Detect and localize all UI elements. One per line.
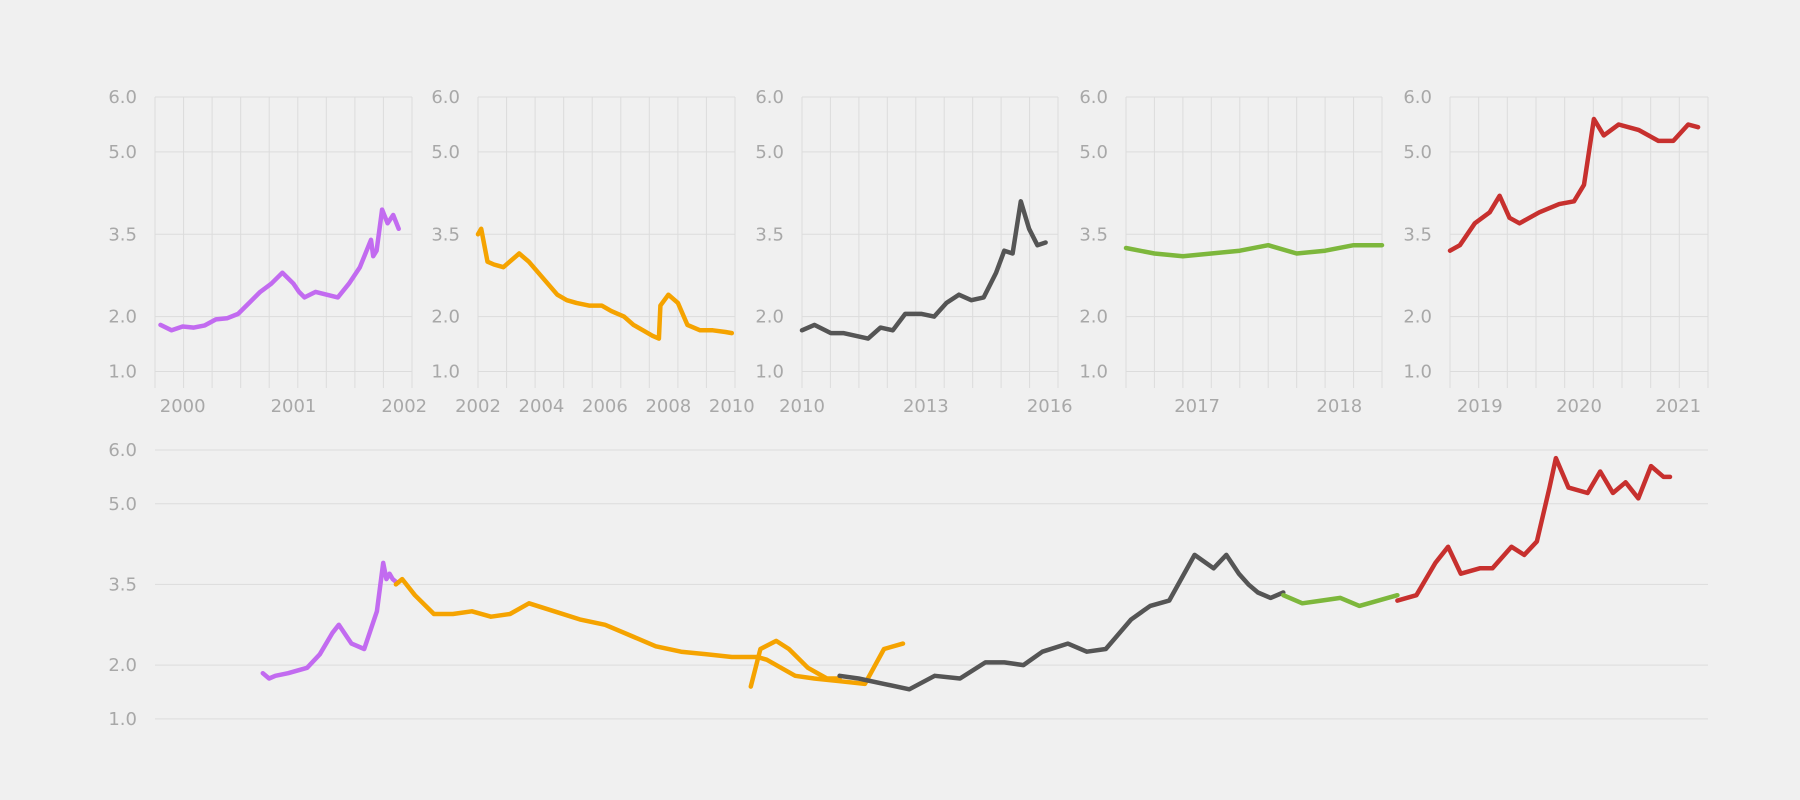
x-tick-label: 2004: [519, 396, 565, 417]
y-tick-label: 1.0: [108, 709, 137, 730]
y-tick-label: 6.0: [108, 440, 137, 461]
x-tick-label: 2013: [903, 396, 949, 417]
y-tick-label: 5.0: [431, 142, 460, 163]
y-tick-label: 5.0: [108, 494, 137, 515]
x-tick-label: 2002: [455, 396, 501, 417]
y-tick-label: 5.0: [1403, 142, 1432, 163]
x-tick-label: 2010: [709, 396, 755, 417]
y-tick-label: 6.0: [755, 87, 784, 108]
series-line-1: [1447, 116, 1701, 253]
series-line-1: [158, 207, 401, 333]
y-tick-label: 1.0: [431, 362, 460, 383]
y-tick-label: 1.0: [1079, 362, 1108, 383]
y-tick-label: 3.5: [1403, 224, 1432, 245]
x-tick-label: 2020: [1556, 396, 1602, 417]
y-tick-label: 3.5: [108, 224, 137, 245]
x-tick-label: 2006: [582, 396, 628, 417]
series-line-5: [1281, 592, 1400, 609]
panel-small-4: 1.0 2.0 3.5 5.0 6.0 2017 2018: [1079, 87, 1385, 417]
series-line-1: [475, 226, 735, 341]
panel-small-5: 1.0 2.0 3.5 5.0 6.0 2019 2020 2021: [1403, 87, 1709, 417]
x-tick-label: 2016: [1027, 396, 1073, 417]
series-line-4: [837, 552, 1286, 692]
x-tick-label: 2021: [1655, 396, 1701, 417]
y-tick-label: 3.5: [431, 224, 460, 245]
series-line-2: [393, 576, 906, 687]
series-line-1: [260, 560, 399, 681]
y-tick-label: 3.5: [1079, 224, 1108, 245]
x-tick-label: 2000: [160, 396, 206, 417]
y-tick-label: 5.0: [108, 142, 137, 163]
y-tick-label: 2.0: [1079, 307, 1108, 328]
y-tick-label: 3.5: [755, 224, 784, 245]
y-tick-label: 6.0: [1079, 87, 1108, 108]
y-tick-label: 5.0: [1079, 142, 1108, 163]
x-tick-label: 2017: [1174, 396, 1220, 417]
x-tick-label: 2008: [645, 396, 691, 417]
y-tick-label: 2.0: [755, 307, 784, 328]
x-tick-label: 2002: [381, 396, 427, 417]
y-tick-label: 5.0: [755, 142, 784, 163]
y-tick-label: 6.0: [1403, 87, 1432, 108]
y-tick-label: 6.0: [108, 87, 137, 108]
series-line-6: [1395, 455, 1673, 603]
series-line-1: [1123, 242, 1385, 259]
y-tick-label: 2.0: [108, 307, 137, 328]
y-tick-label: 1.0: [1403, 362, 1432, 383]
y-tick-label: 2.0: [108, 655, 137, 676]
series-line-3: [748, 638, 842, 689]
series-line-1: [799, 199, 1048, 341]
panel-small-3: 1.0 2.0 3.5 5.0 6.0 2010 2013 2016: [755, 87, 1072, 417]
x-tick-label: 2001: [271, 396, 317, 417]
y-tick-label: 3.5: [108, 574, 137, 595]
x-tick-label: 2010: [779, 396, 825, 417]
panel-small-2: 1.0 2.0 3.5 5.0 6.0 2002 2004 2006 2008 2010: [431, 87, 754, 417]
y-tick-label: 2.0: [1403, 307, 1432, 328]
y-tick-label: 2.0: [431, 307, 460, 328]
y-tick-label: 1.0: [755, 362, 784, 383]
x-tick-label: 2019: [1457, 396, 1503, 417]
y-tick-label: 1.0: [108, 362, 137, 383]
panel-combined: 1.0 2.0 3.5 5.0 6.0: [108, 440, 1708, 730]
x-tick-label: 2018: [1316, 396, 1362, 417]
panel-small-1: 1.0 2.0 3.5 5.0 6.0 2000 2001 2002: [108, 87, 427, 417]
y-tick-label: 6.0: [431, 87, 460, 108]
